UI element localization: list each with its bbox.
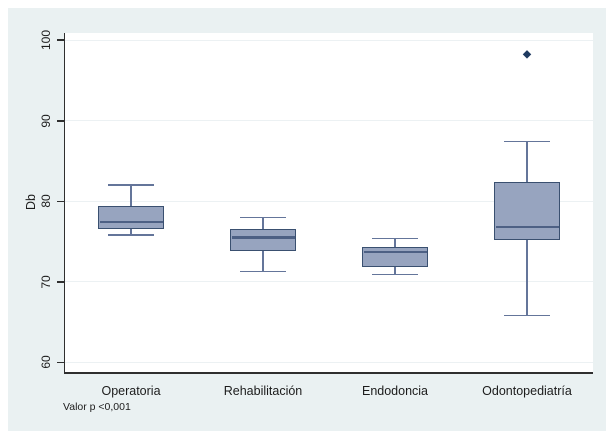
y-tick-70 <box>57 281 64 283</box>
gridline-100 <box>65 39 593 41</box>
x-axis-line <box>63 372 593 374</box>
y-axis-title: Db <box>24 194 38 210</box>
box-Operatoria <box>98 206 164 230</box>
whisker-upper-stem <box>394 238 396 248</box>
whisker-upper-cap <box>108 184 154 186</box>
whisker-lower-cap <box>504 314 550 317</box>
y-tick-label-90: 90 <box>39 114 53 128</box>
whisker-lower-stem <box>526 239 528 316</box>
box-Odontopediatría <box>494 181 560 240</box>
y-tick-100 <box>57 39 64 41</box>
whisker-lower-stem <box>394 266 396 275</box>
y-axis-line <box>63 33 65 374</box>
whisker-lower-stem <box>130 229 132 236</box>
y-tick-label-80: 80 <box>39 194 53 208</box>
whisker-lower-cap <box>240 270 286 273</box>
whisker-upper-stem <box>262 217 264 229</box>
whisker-upper-cap <box>372 237 418 240</box>
gridline-70 <box>65 281 593 283</box>
y-tick-60 <box>57 361 64 364</box>
whisker-upper-stem <box>130 185 132 207</box>
x-category-label-2: Rehabilitación <box>223 384 303 398</box>
whisker-upper-stem <box>526 141 528 182</box>
whisker-lower-cap <box>372 273 418 276</box>
x-category-label-3: Endodoncia <box>361 384 429 398</box>
median-Odontopediatría <box>495 225 559 229</box>
median-Rehabilitación <box>231 236 295 239</box>
y-tick-label-100: 100 <box>39 30 53 51</box>
box-Rehabilitación <box>230 228 296 252</box>
median-Operatoria <box>99 221 163 224</box>
p-value-note: Valor p <0,001 <box>63 401 131 413</box>
x-category-label-4: Odontopediatría <box>482 384 572 398</box>
y-tick-label-60: 60 <box>39 355 53 370</box>
gridline-60 <box>65 361 593 363</box>
y-tick-90 <box>57 120 64 122</box>
y-tick-80 <box>57 200 64 203</box>
gridline-90 <box>65 120 593 122</box>
gridline-80 <box>65 200 593 202</box>
x-category-label-1: Operatoria <box>101 384 161 398</box>
whisker-upper-cap <box>504 140 550 143</box>
whisker-lower-cap <box>108 234 154 236</box>
median-Endodoncia <box>363 250 427 254</box>
whisker-lower-stem <box>262 251 264 272</box>
whisker-upper-cap <box>240 216 286 219</box>
y-tick-label-70: 70 <box>39 275 53 289</box>
